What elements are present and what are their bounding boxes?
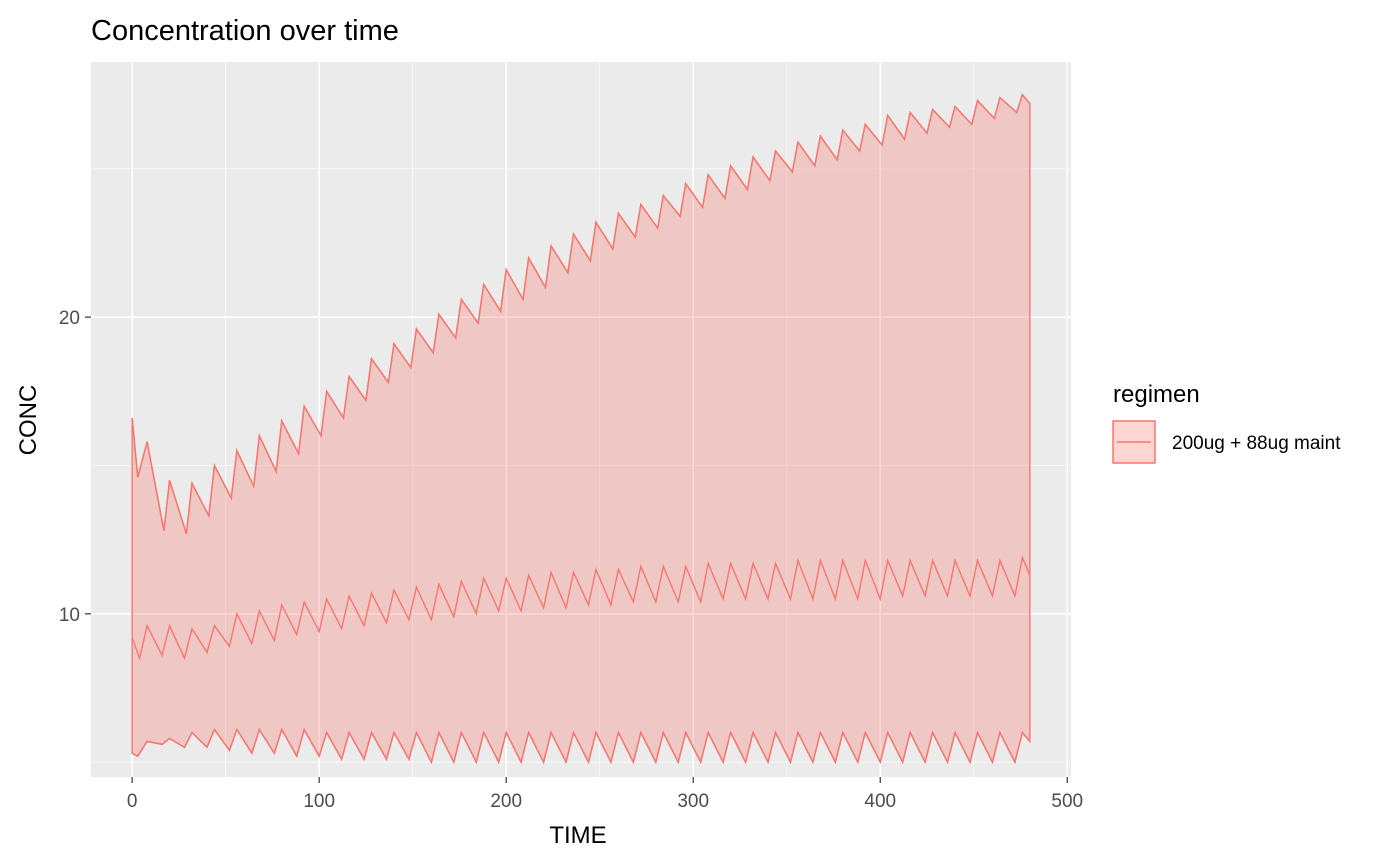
y-tick-label: 20 [59, 308, 80, 329]
legend-label: 200ug + 88ug maint [1172, 433, 1341, 454]
axis-ticks [85, 316, 1068, 783]
series-marks [131, 93, 1031, 765]
x-tick-label: 500 [1051, 791, 1083, 812]
x-tick-labels: 0 100 200 300 400 500 [127, 791, 1083, 812]
y-tick-label: 10 [59, 605, 80, 626]
x-tick-label: 300 [677, 791, 709, 812]
x-tick-label: 0 [127, 791, 138, 812]
upper-line [131, 93, 1031, 534]
plot-panel [91, 62, 1071, 777]
legend-title: regimen [1113, 381, 1200, 408]
legend: regimen 200ug + 88ug maint [1112, 381, 1341, 464]
lower-line [131, 727, 1031, 765]
chart-title: Concentration over time [91, 15, 399, 47]
y-tick-labels: 10 20 [59, 308, 80, 626]
grid-major [91, 62, 1071, 777]
x-tick-label: 400 [864, 791, 896, 812]
x-tick-label: 100 [303, 791, 335, 812]
median-line [131, 555, 1031, 661]
y-axis-title: CONC [15, 385, 42, 456]
grid-minor [91, 62, 1071, 777]
x-axis-title: TIME [549, 822, 606, 849]
x-tick-label: 200 [490, 791, 522, 812]
